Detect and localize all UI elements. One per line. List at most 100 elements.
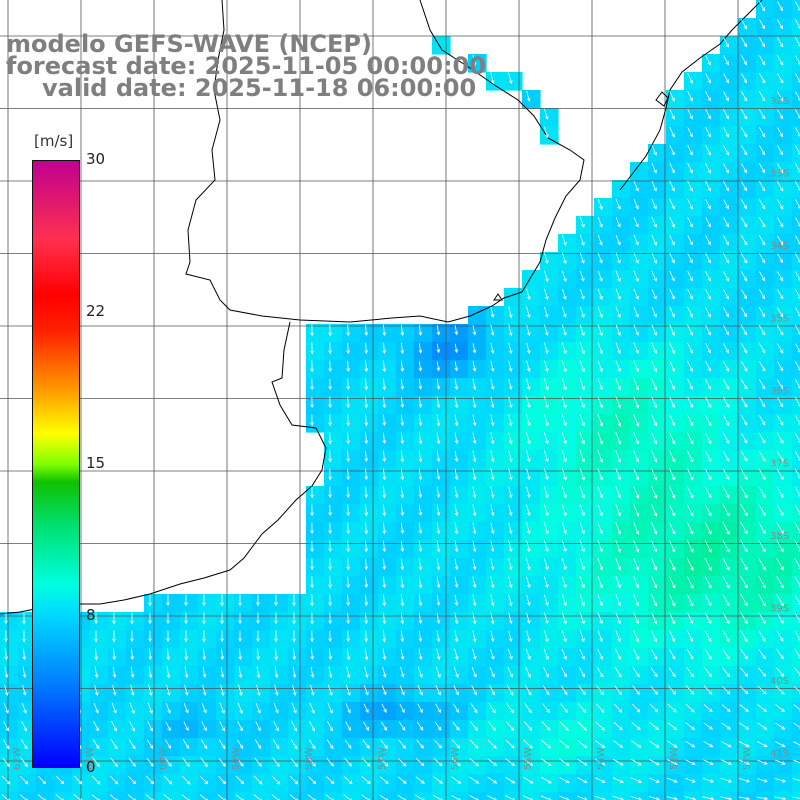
speed-cell — [18, 648, 37, 667]
wind-arrow — [740, 504, 748, 517]
wind-arrow — [22, 666, 27, 679]
speed-cell — [144, 738, 163, 757]
speed-cell — [522, 288, 541, 307]
wind-arrow — [758, 198, 766, 210]
speed-cell — [594, 450, 613, 469]
longitude-label: 60W — [158, 747, 169, 770]
wind-arrow — [722, 468, 730, 481]
speed-cell — [684, 774, 703, 793]
speed-cell — [630, 180, 649, 199]
speed-cell — [792, 90, 800, 109]
speed-cell — [666, 612, 685, 631]
wind-arrow — [346, 522, 351, 535]
speed-cell — [756, 342, 775, 361]
speed-cell — [576, 468, 595, 487]
speed-cell — [126, 792, 145, 800]
wind-arrow — [739, 704, 749, 712]
wind-arrow — [615, 557, 622, 571]
wind-arrow — [310, 396, 314, 409]
speed-cell — [540, 108, 559, 127]
wind-arrow — [794, 504, 800, 516]
speed-cell — [720, 306, 739, 325]
speed-cell — [666, 252, 685, 271]
speed-cell — [684, 306, 703, 325]
wind-arrow — [310, 378, 314, 391]
wind-arrow — [543, 432, 549, 445]
wind-arrow — [544, 270, 549, 283]
wind-arrow — [381, 721, 388, 731]
wind-arrow — [739, 722, 750, 730]
wind-arrow — [328, 612, 332, 625]
wind-arrow — [794, 648, 800, 659]
speed-cell — [360, 432, 379, 451]
speed-cell — [468, 450, 487, 469]
speed-cell — [738, 90, 757, 109]
wind-arrow — [685, 703, 695, 713]
wind-arrow — [94, 666, 99, 679]
wind-arrow — [669, 234, 675, 246]
wind-arrow — [651, 306, 657, 318]
speed-cell — [648, 306, 667, 325]
speed-cell — [432, 558, 451, 577]
speed-cell — [342, 576, 361, 595]
wind-arrow — [794, 558, 800, 570]
speed-cell — [612, 792, 631, 800]
wind-arrow — [704, 612, 712, 625]
wind-arrow — [94, 630, 98, 643]
wind-arrow — [558, 776, 570, 784]
wind-arrow — [109, 775, 119, 785]
wind-arrow — [651, 252, 657, 264]
speed-cell — [648, 774, 667, 793]
wind-arrow — [758, 504, 766, 517]
speed-cell — [702, 738, 721, 757]
wind-arrow — [508, 612, 513, 625]
wind-arrow — [756, 741, 768, 747]
wind-arrow — [792, 778, 800, 781]
speed-cell — [540, 252, 559, 271]
speed-cell — [540, 666, 559, 685]
wind-arrow — [704, 468, 712, 481]
wind-arrow — [723, 91, 729, 102]
wind-arrow — [668, 504, 676, 517]
wind-arrow — [3, 702, 9, 714]
speed-cell — [216, 738, 235, 757]
speed-cell — [414, 396, 433, 415]
wind-arrow — [523, 739, 533, 749]
speed-cell — [270, 594, 289, 613]
wind-arrow — [200, 757, 208, 768]
speed-cell — [198, 684, 217, 703]
wind-arrow — [543, 522, 549, 535]
wind-arrow — [147, 702, 153, 714]
wind-arrow — [507, 666, 513, 678]
wind-arrow — [472, 432, 477, 445]
speed-cell — [486, 774, 505, 793]
wind-arrow — [579, 648, 585, 660]
speed-cell — [738, 198, 757, 217]
wind-arrow — [702, 777, 714, 783]
speed-cell — [468, 702, 487, 721]
wind-arrow — [687, 216, 693, 228]
wind-arrow — [382, 558, 387, 571]
speed-cell — [504, 594, 523, 613]
speed-cell — [288, 648, 307, 667]
wind-arrow — [238, 594, 242, 607]
speed-cell — [378, 414, 397, 433]
wind-arrow — [382, 648, 387, 661]
speed-cell — [648, 234, 667, 253]
wind-arrow — [756, 759, 768, 765]
wind-arrow — [129, 720, 135, 732]
speed-cell — [540, 612, 559, 631]
speed-cell — [414, 540, 433, 559]
wind-arrow — [633, 503, 640, 517]
speed-cell — [630, 234, 649, 253]
wind-arrow — [720, 759, 732, 765]
wind-arrow — [668, 450, 676, 463]
wind-arrow — [218, 757, 226, 767]
speed-cell — [648, 180, 667, 199]
wind-arrow — [757, 704, 768, 713]
speed-cell — [378, 576, 397, 595]
speed-cell — [738, 162, 757, 181]
wind-arrow — [363, 684, 369, 696]
speed-cell — [792, 252, 800, 271]
wind-arrow — [651, 360, 658, 373]
